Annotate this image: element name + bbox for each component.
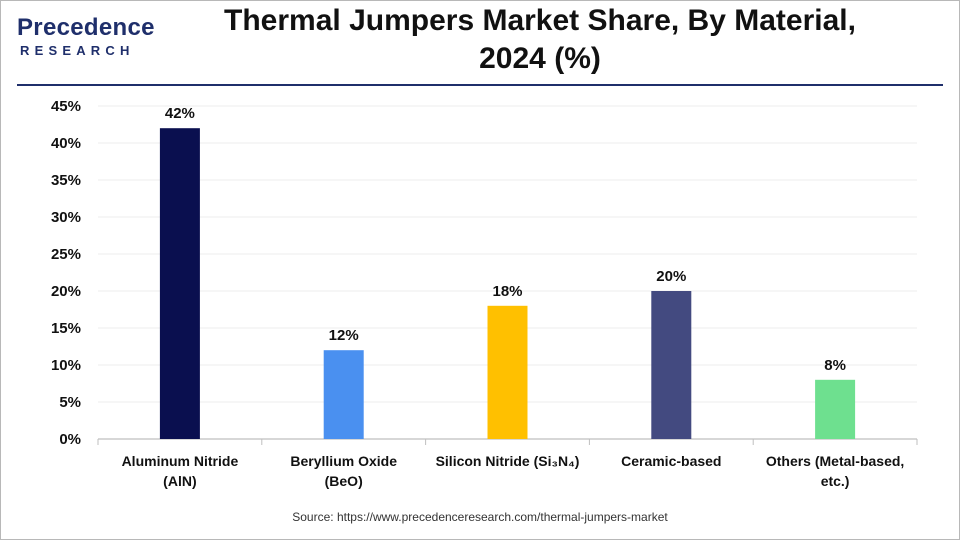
logo-wordmark: Precedence [17,14,155,41]
x-category-label-line: Silicon Nitride (Si₃N₄) [436,453,580,469]
bar [815,379,856,439]
header-divider [17,84,943,86]
y-tick-label: 35% [51,172,81,189]
bar [487,305,528,439]
source-note: Source: https://www.precedenceresearch.c… [292,510,668,524]
bar-value-label: 42% [165,105,195,122]
bar-value-label: 18% [492,283,522,300]
x-category-label-line: Aluminum Nitride [122,453,239,469]
chart-title-line-2: 2024 (%) [479,42,601,75]
precedence-research-logo: Precedence RESEARCH [17,14,167,64]
x-category-label: Silicon Nitride (Si₃N₄) [436,453,580,469]
y-tick-label: 40% [51,135,81,152]
bar [323,350,364,439]
chart-title: Thermal Jumpers Market Share, By Materia… [180,2,900,78]
bar [159,128,200,439]
x-category-label-line: etc.) [821,473,850,489]
bar-value-label: 20% [656,268,686,285]
bar-value-label: 8% [824,357,846,374]
x-category-label: Aluminum Nitride (AlN) [122,453,239,489]
x-category-label: Ceramic-based [621,453,721,469]
x-category-label: Others (Metal-based, etc.) [766,453,904,489]
x-category-label-line: (AlN) [163,473,196,489]
x-category-label-line: Others (Metal-based, [766,453,904,469]
y-tick-label: 10% [51,357,81,374]
y-tick-label: 15% [51,320,81,337]
logo-subtitle: RESEARCH [20,43,135,58]
chart-title-line-1: Thermal Jumpers Market Share, By Materia… [224,4,856,37]
x-category-label-line: Beryllium Oxide [290,453,397,469]
bar-value-label: 12% [329,327,359,344]
y-tick-label: 5% [59,394,81,411]
x-category-label-line: (BeO) [325,473,363,489]
x-category-label: Beryllium Oxide (BeO) [290,453,397,489]
y-tick-label: 25% [51,246,81,263]
y-tick-label: 45% [51,98,81,115]
y-tick-label: 30% [51,209,81,226]
y-tick-label: 0% [59,431,81,448]
x-category-label-line: Ceramic-based [621,453,721,469]
bar [651,291,692,439]
y-tick-label: 20% [51,283,81,300]
